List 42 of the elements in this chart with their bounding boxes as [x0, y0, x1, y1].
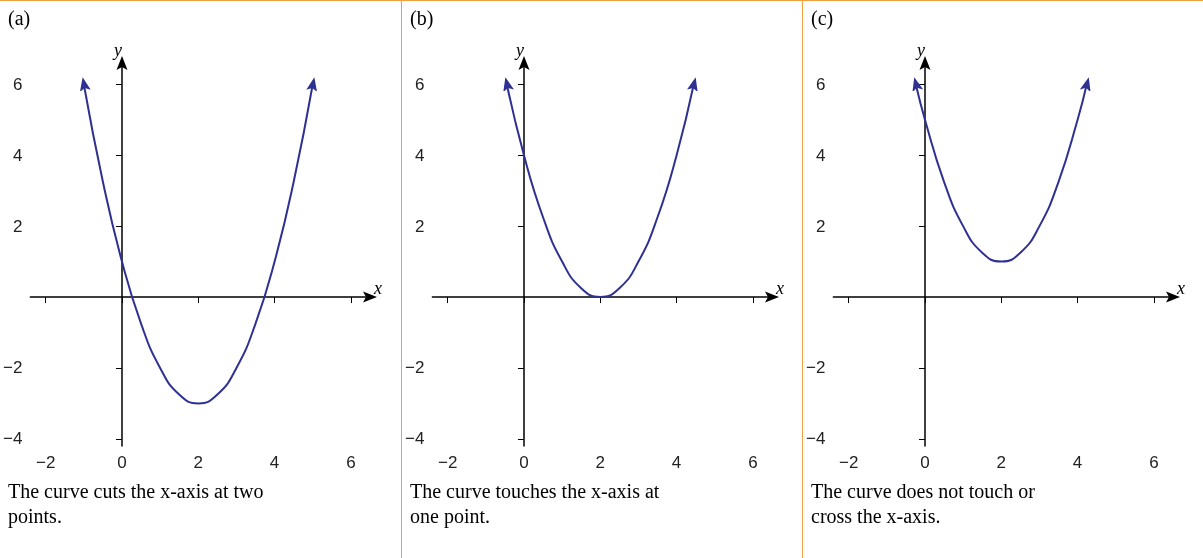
- y-tick-label: −4: [2, 429, 23, 449]
- x-tick-label: 2: [193, 453, 204, 472]
- x-tick-label: 0: [117, 453, 127, 472]
- x-tick-label: 0: [519, 453, 529, 472]
- y-axis-title: y: [914, 40, 925, 60]
- x-tick-label: 4: [269, 453, 280, 472]
- x-axis-title: x: [373, 278, 382, 299]
- text: The curve does not touch or cross the x-axis.: [811, 479, 1036, 529]
- y-tick-label: 2: [12, 216, 23, 236]
- y-tick-label: −2: [404, 358, 425, 378]
- y-tick-label: −2: [2, 358, 23, 378]
- y-axis-title: y: [513, 40, 524, 60]
- x-tick-label: −2: [838, 453, 859, 472]
- x-tick-label: 4: [671, 453, 682, 472]
- y-tick-label: −2: [805, 358, 826, 378]
- y-tick-label: −4: [404, 429, 425, 449]
- x-tick-label: 6: [346, 453, 356, 472]
- y-tick-label: 6: [414, 74, 425, 94]
- x-axis-title: x: [775, 278, 784, 299]
- y-tick-label: 2: [414, 216, 425, 236]
- x-tick-label: −2: [35, 453, 56, 472]
- y-axis-title: y: [111, 40, 122, 60]
- text: The curve touches the x-axis at one point.: [410, 479, 661, 529]
- chart-title: (b): [410, 7, 434, 30]
- x-tick-label: 6: [748, 453, 758, 472]
- x-axis-title: x: [1176, 278, 1185, 299]
- x-tick-label: −2: [437, 453, 458, 472]
- text: The curve cuts the x-axis at two points.: [8, 479, 265, 529]
- y-tick-label: 2: [815, 216, 826, 236]
- x-tick-label: 4: [1072, 453, 1083, 472]
- y-tick-label: 4: [12, 145, 23, 165]
- x-tick-label: 6: [1149, 453, 1159, 472]
- y-tick-label: −4: [805, 429, 826, 449]
- x-tick-label: 0: [920, 453, 930, 472]
- chart-title: (a): [8, 7, 31, 30]
- y-tick-label: 6: [815, 74, 826, 94]
- y-tick-label: 6: [12, 74, 23, 94]
- y-tick-label: 4: [414, 145, 425, 165]
- x-tick-label: 2: [996, 453, 1007, 472]
- y-tick-label: 4: [815, 145, 826, 165]
- x-tick-label: 2: [595, 453, 606, 472]
- chart-title: (c): [811, 7, 834, 30]
